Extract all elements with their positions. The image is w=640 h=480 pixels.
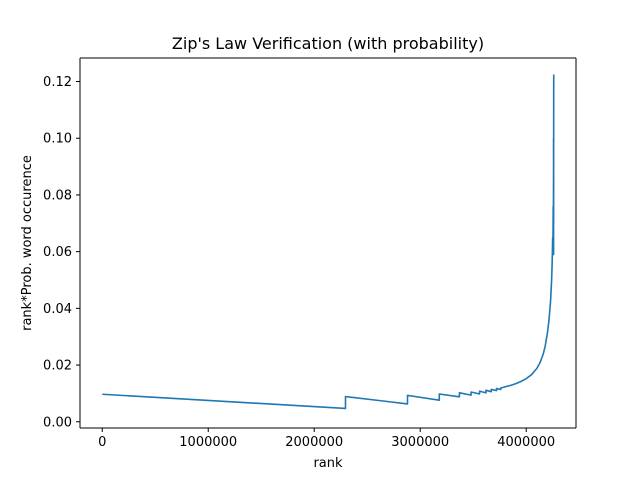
y-tick-label: 0.12 [43,75,72,90]
x-tick-label: 2000000 [285,435,343,450]
plot-area: 0 1000000 2000000 3000000 4000000 0.00 0.02 0.0… [43,57,577,450]
y-tick-label: 0.08 [43,188,72,203]
x-tick-label: 3000000 [391,435,449,450]
x-axis-title: rank [313,456,343,471]
y-tick-label: 0.02 [43,359,72,374]
y-tick-label: 0.10 [43,132,72,147]
y-tick-label: 0.04 [43,302,72,317]
y-tick-label: 0.06 [43,245,72,260]
chart-title: Zip's Law Verification (with probability… [172,34,484,53]
x-tick-label: 0 [98,435,106,450]
y-tick-label: 0.00 [43,415,72,430]
x-tick-label: 4000000 [497,435,555,450]
x-tick-label: 1000000 [179,435,237,450]
series-line-0 [102,74,555,410]
y-axis-title: rank*Prob. word occurence [20,155,35,331]
